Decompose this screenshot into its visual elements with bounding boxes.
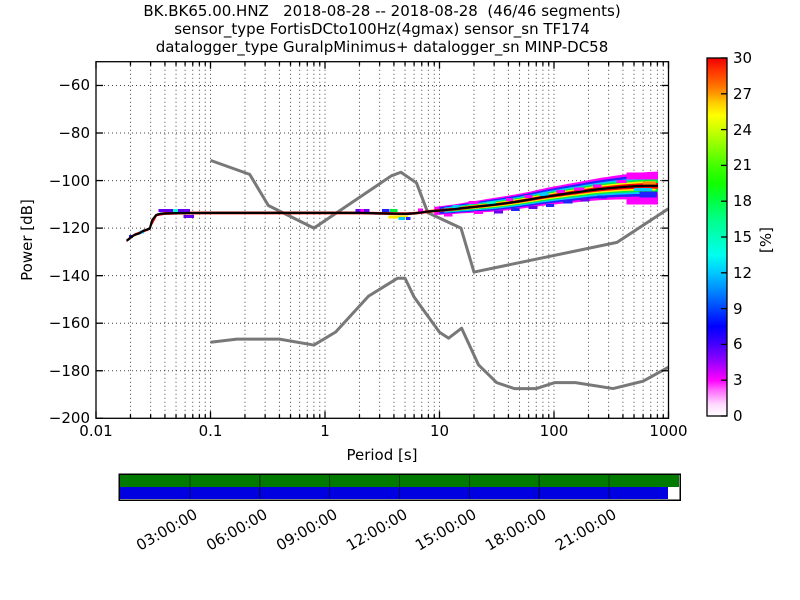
title-line-3: datalogger_type GuralpMinimus+ datalogge… [155, 38, 609, 56]
x-tick-label: 1000 [649, 422, 688, 440]
x-axis-label: Period [s] [346, 446, 418, 464]
gridlines [96, 61, 669, 419]
y-tick-label: −120 [48, 219, 90, 238]
title-line-2: sensor_type FortisDCto100Hz(4gmax) senso… [174, 20, 590, 38]
colorbar-tick-label: 30 [733, 49, 753, 67]
colorbar-tick-label: 12 [733, 263, 753, 282]
nhnm-curve [209, 158, 670, 274]
x-tick-label: 1 [320, 422, 330, 440]
nlnm-curve [210, 276, 670, 391]
y-tick-label: −60 [58, 76, 90, 95]
x-tick-label: 0.1 [198, 422, 223, 440]
y-tick-label: −80 [58, 124, 90, 143]
y-tick-label: −160 [48, 314, 90, 333]
colorbar-tick-label: 21 [733, 156, 753, 175]
y-tick-label: −200 [48, 409, 90, 428]
psd-histogram-speckles [129, 172, 659, 239]
y-tick-label: −180 [48, 361, 90, 380]
y-tick-label: −140 [48, 266, 90, 285]
y-tick-label: −100 [48, 171, 90, 190]
colorbar-tick-label: 0 [733, 407, 743, 425]
psd-histogram-band [126, 171, 659, 243]
colorbar-tick-label: 15 [733, 228, 753, 246]
x-tick-label: 0.01 [79, 422, 113, 440]
plot-frame [95, 61, 670, 419]
y-axis-label: Power [dB] [18, 199, 36, 281]
timeline-blue-row [120, 487, 668, 499]
colorbar-gradient [707, 58, 727, 416]
colorbar-tick-label: 6 [733, 335, 743, 354]
colorbar-tick-label: 3 [733, 371, 743, 390]
colorbar-tick-label: 24 [733, 120, 753, 139]
colorbar [706, 57, 728, 417]
psd-mode-line [125, 184, 659, 242]
x-tick-label: 100 [539, 422, 569, 440]
x-tick-label: 10 [429, 422, 450, 440]
title-line-1: BK.BK65.00.HNZ 2018-08-28 -- 2018-08-28 … [143, 2, 621, 20]
colorbar-tick-label: 18 [733, 192, 753, 211]
timeline-bar [118, 473, 681, 501]
colorbar-tick-label: 9 [733, 299, 743, 318]
colorbar-tick-label: 27 [733, 84, 753, 103]
